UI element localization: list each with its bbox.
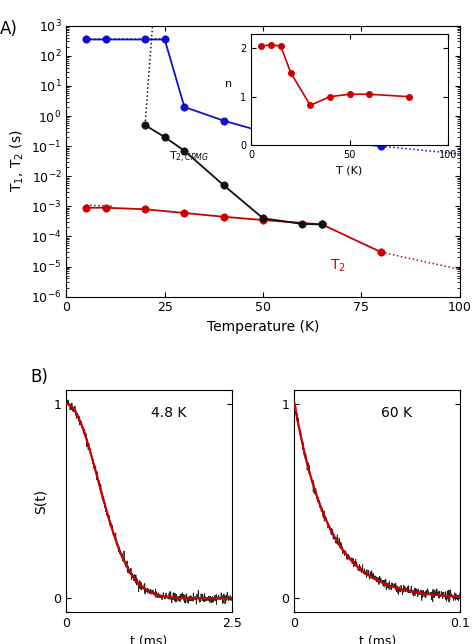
Point	[181, 146, 188, 156]
Text: 60 K: 60 K	[382, 406, 412, 420]
Point	[259, 213, 267, 223]
Text: T$_{2,CPMG}$: T$_{2,CPMG}$	[169, 149, 209, 165]
Point	[141, 34, 149, 44]
Point	[141, 120, 149, 130]
Y-axis label: T$_1$, T$_2$ (s): T$_1$, T$_2$ (s)	[8, 130, 26, 193]
X-axis label: t (ms): t (ms)	[358, 635, 396, 644]
Point	[377, 141, 385, 151]
Point	[141, 204, 149, 214]
Text: 4.8 K: 4.8 K	[151, 406, 187, 420]
Point	[259, 215, 267, 225]
Point	[82, 34, 90, 44]
Point	[161, 34, 168, 44]
Text: T$_2$: T$_2$	[330, 258, 346, 274]
Point	[377, 247, 385, 258]
Point	[299, 219, 306, 229]
Point	[318, 220, 326, 230]
Point	[102, 203, 109, 213]
Point	[102, 34, 109, 44]
Y-axis label: S(t): S(t)	[34, 488, 48, 513]
Point	[220, 115, 228, 126]
Point	[220, 180, 228, 191]
Point	[259, 127, 267, 137]
Point	[181, 208, 188, 218]
Point	[82, 203, 90, 213]
Point	[161, 132, 168, 142]
Point	[299, 133, 306, 144]
X-axis label: Temperature (K): Temperature (K)	[207, 320, 319, 334]
Text: B): B)	[30, 368, 48, 386]
X-axis label: t (ms): t (ms)	[130, 635, 168, 644]
Point	[318, 220, 326, 230]
Point	[220, 212, 228, 222]
Text: A): A)	[0, 21, 18, 39]
Text: T$_1$: T$_1$	[389, 128, 405, 144]
Point	[181, 102, 188, 112]
